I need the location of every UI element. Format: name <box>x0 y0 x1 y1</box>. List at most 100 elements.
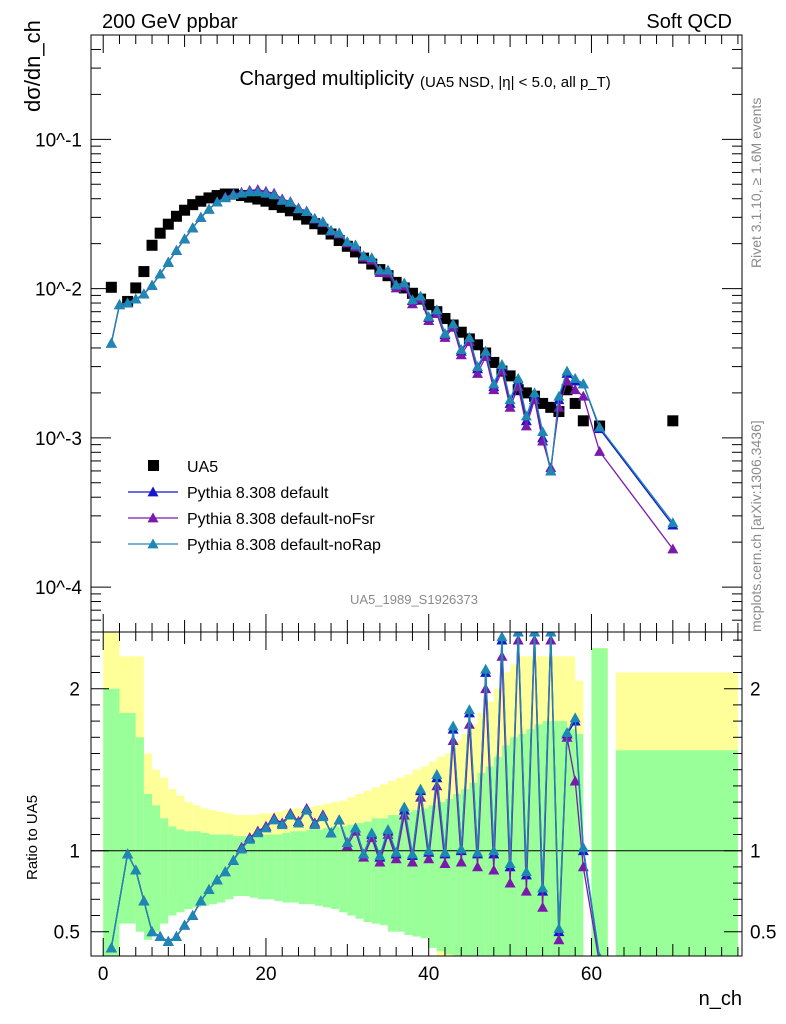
ratio-series-marker-3 <box>561 726 573 737</box>
ratio-y-label: Ratio to UA5 <box>24 795 41 880</box>
mc-series-marker-2 <box>472 367 484 378</box>
y-axis-label: dσ/dn_ch <box>20 20 45 112</box>
ratio-series-marker-2 <box>569 775 581 786</box>
ratio-series-marker-3 <box>154 931 166 941</box>
ratio-series-marker-3 <box>496 632 508 642</box>
mc-series-marker-3 <box>260 187 272 198</box>
ua5-data-point <box>276 201 288 213</box>
inner-uncertainty-band <box>339 826 348 913</box>
inner-uncertainty-band <box>404 811 413 935</box>
ratio-series-marker-3 <box>545 632 557 637</box>
ua5-data-point <box>545 401 557 413</box>
ratio-series-marker-3 <box>195 895 207 906</box>
ratio-series-marker-3 <box>219 866 231 877</box>
ua5-data-point <box>349 246 361 258</box>
mc-series-marker-3 <box>276 194 288 205</box>
ua5-data-point <box>504 370 516 382</box>
ratio-series-marker-3 <box>138 895 150 906</box>
mc-series-marker-3 <box>284 196 296 207</box>
mc-series-marker-3 <box>113 299 125 310</box>
mc-series-marker-3 <box>203 203 215 214</box>
mc-series-marker-2 <box>504 401 516 412</box>
inner-uncertainty-band <box>371 818 380 924</box>
ratio-series-marker-3 <box>520 866 532 877</box>
mc-series-marker-3 <box>594 421 606 432</box>
inner-uncertainty-band <box>396 815 405 932</box>
ua5-data-point <box>423 299 435 311</box>
ua5-data-point <box>667 415 679 427</box>
mc-series-marker-3 <box>122 297 134 308</box>
inner-uncertainty-band <box>160 818 169 924</box>
legend: UA5 Pythia 8.308 default Pythia 8.308 defa… <box>128 459 381 554</box>
ratio-series-marker-2 <box>537 901 549 912</box>
inner-uncertainty-band <box>347 824 356 916</box>
ratio-series-marker-3 <box>463 704 475 715</box>
ratio-series-marker-2 <box>406 856 418 867</box>
header-left: 200 GeV ppbar <box>102 11 238 33</box>
ratio-series-marker-3 <box>415 783 427 794</box>
ua5-data-point <box>138 266 150 278</box>
ratio-series-marker-3 <box>325 827 337 838</box>
ratio-series-marker-3 <box>236 843 248 854</box>
ua5-data-point <box>520 387 532 399</box>
ua5-data-point <box>577 415 589 427</box>
mc-series-marker-3 <box>130 293 142 304</box>
legend-label: Pythia 8.308 default <box>187 485 329 502</box>
inner-uncertainty-band <box>168 826 177 916</box>
ratio-series-marker-3 <box>597 952 602 956</box>
mc-series-marker-3 <box>504 394 516 405</box>
inner-uncertainty-band <box>282 832 291 903</box>
ratio-series-marker-3 <box>333 814 345 825</box>
ua5-data-point <box>244 191 256 203</box>
ratio-series-marker-3 <box>406 848 418 859</box>
mc-series-marker-3 <box>154 268 166 279</box>
mc-series-marker-3 <box>162 256 174 267</box>
mc-series-marker-3 <box>366 252 378 263</box>
mc-series-marker-2 <box>594 445 606 456</box>
ratio-series-marker-2 <box>520 885 532 896</box>
mc-series-marker-3 <box>512 372 524 383</box>
ratio-series-marker-3 <box>309 819 321 830</box>
ratio-series-marker-2 <box>480 683 492 694</box>
inner-uncertainty-band <box>119 713 136 924</box>
ua5-data-point <box>162 218 174 230</box>
inner-uncertainty-band <box>152 805 161 932</box>
ua5-data-point <box>170 210 182 222</box>
inner-uncertainty-band <box>485 766 494 956</box>
mc-series-marker-3 <box>358 250 370 261</box>
ratio-series-marker-3 <box>122 848 134 859</box>
ratio-series-marker-2 <box>553 934 565 945</box>
mc-series-marker-3 <box>390 279 402 290</box>
ua5-data-point <box>260 195 272 207</box>
ratio-series-marker-2 <box>488 864 500 875</box>
mc-series-marker-3 <box>455 344 467 355</box>
ratio-series-marker-3 <box>358 848 370 859</box>
inner-uncertainty-band <box>477 772 486 956</box>
inner-uncertainty-band <box>388 815 397 932</box>
x-axis-label: n_ch <box>699 988 742 1010</box>
mc-series-marker-3 <box>333 227 345 238</box>
mc-series-marker-3 <box>293 203 305 214</box>
inner-uncertainty-band <box>265 834 275 900</box>
ratio-series-marker-3 <box>447 720 459 731</box>
mc-series-marker-3 <box>374 264 386 275</box>
inner-uncertainty-band <box>192 831 201 908</box>
mc-series-marker-3 <box>406 294 418 305</box>
mc-series-marker-3 <box>447 318 459 329</box>
inner-uncertainty-band <box>257 834 266 900</box>
ratio-series-marker-3 <box>203 884 215 894</box>
ratio-series-marker-3 <box>512 632 524 637</box>
mc-series-marker-3 <box>496 358 508 369</box>
ratio-series-marker-3 <box>390 846 402 857</box>
y-tick-label: 10^-4 <box>35 578 82 599</box>
y-tick-label: 10^-1 <box>35 130 82 151</box>
ua5-data-point <box>301 213 313 225</box>
ratio-series-marker-2 <box>431 780 443 791</box>
inner-uncertainty-band <box>542 721 551 956</box>
inner-uncertainty-band <box>103 688 120 956</box>
ua5-data-point <box>284 205 296 217</box>
inner-uncertainty-band <box>453 794 462 956</box>
plot-subtitle: (UA5 NSD, |η| < 5.0, all p_T) <box>420 74 611 91</box>
inner-uncertainty-band <box>331 826 340 910</box>
inner-uncertainty-band <box>298 831 307 905</box>
